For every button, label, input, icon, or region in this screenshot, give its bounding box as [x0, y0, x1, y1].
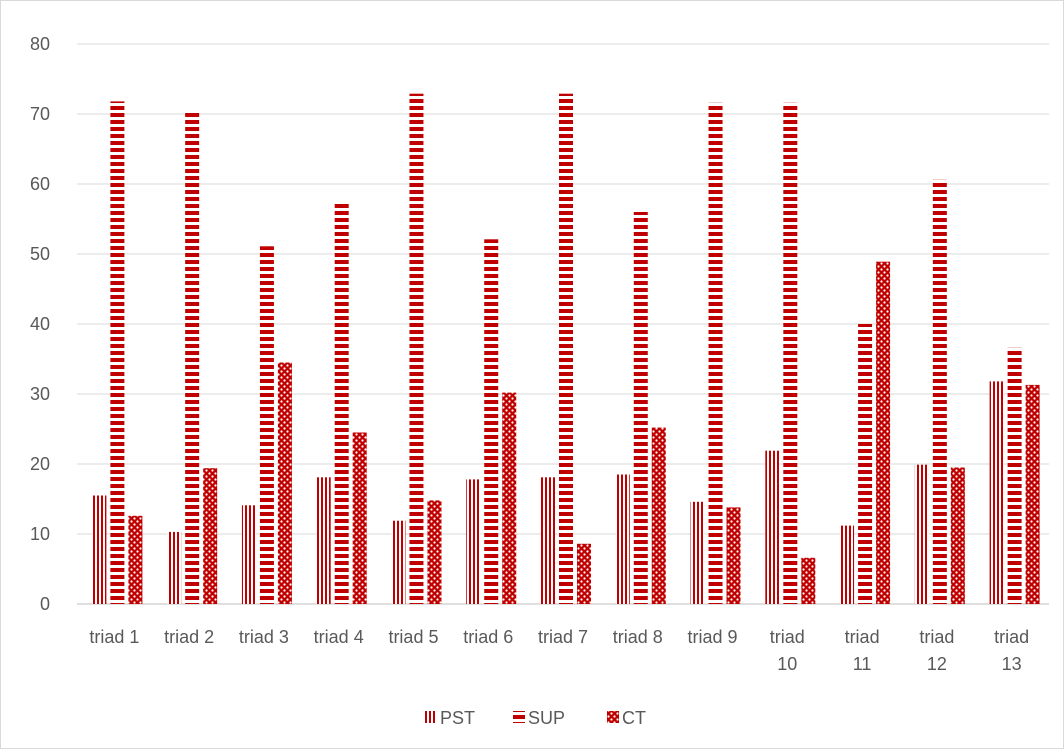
x-tick-label: triad 1	[89, 627, 139, 647]
bar-ct-triad-9	[726, 507, 741, 604]
bar-ct-triad-2	[203, 468, 218, 604]
bar-ct-triad-7	[577, 543, 591, 604]
x-tick-label: triad 13	[994, 627, 1029, 674]
legend-label-sup: SUP	[528, 708, 565, 728]
bar-sup-triad-10	[783, 102, 798, 605]
x-tick-label: triad 5	[388, 627, 438, 647]
legend-swatch-pst	[425, 711, 437, 723]
bar-pst-triad-2	[167, 531, 182, 604]
legend-swatch-ct	[607, 711, 619, 723]
x-tick-label: triad 2	[164, 627, 214, 647]
bar-pst-triad-5	[391, 520, 406, 604]
bar-ct-triad-3	[277, 362, 292, 604]
x-tick-label: triad 10	[770, 627, 805, 674]
bar-sup-triad-8	[633, 212, 648, 604]
bar-ct-triad-8	[651, 427, 666, 604]
y-tick-label: 20	[30, 454, 50, 474]
bar-pst-triad-10	[765, 450, 780, 604]
bar-ct-triad-6	[502, 392, 517, 604]
bar-sup-triad-2	[185, 111, 200, 604]
bar-ct-triad-13	[1025, 384, 1040, 604]
y-tick-label: 70	[30, 104, 50, 124]
x-tick-label: triad 11	[845, 627, 880, 674]
bar-sup-triad-9	[708, 102, 723, 605]
bar-pst-triad-1	[92, 495, 107, 604]
bar-pst-triad-7	[541, 477, 555, 604]
bar-ct-triad-10	[801, 557, 816, 604]
x-tick-label: triad 12	[919, 627, 954, 674]
bar-sup-triad-4	[334, 202, 349, 604]
bar-pst-triad-8	[615, 474, 630, 604]
bar-pst-triad-4	[316, 477, 331, 604]
y-tick-label: 50	[30, 244, 50, 264]
x-tick-label: triad 7	[538, 627, 588, 647]
bar-sup-triad-3	[259, 246, 274, 605]
bar-sup-triad-12	[932, 179, 947, 605]
x-tick-label: triad 3	[239, 627, 289, 647]
bar-pst-triad-12	[914, 464, 929, 604]
bar-sup-triad-6	[484, 239, 499, 605]
bar-sup-triad-11	[858, 324, 873, 604]
legend-label-pst: PST	[440, 708, 475, 728]
bar-ct-triad-12	[950, 467, 965, 604]
y-tick-label: 30	[30, 384, 50, 404]
y-tick-label: 40	[30, 314, 50, 334]
x-tick-label: triad 6	[463, 627, 513, 647]
bar-sup-triad-7	[559, 93, 573, 604]
legend-swatch-sup	[513, 711, 525, 723]
y-tick-label: 10	[30, 524, 50, 544]
bar-ct-triad-11	[876, 261, 891, 604]
bar-pst-triad-13	[989, 381, 1004, 604]
x-tick-label: triad 8	[613, 627, 663, 647]
y-axis-ticks: 0 10 20 30 40 50 60 70 80	[30, 34, 50, 614]
y-tick-label: 0	[40, 594, 50, 614]
y-tick-label: 80	[30, 34, 50, 54]
bar-sup-triad-1	[110, 101, 125, 605]
bar-ct-triad-5	[427, 500, 442, 604]
bar-pst-triad-11	[840, 525, 855, 604]
bar-pst-triad-9	[690, 501, 705, 604]
y-tick-label: 60	[30, 174, 50, 194]
x-axis-ticks: triad 1 triad 2 triad 3 triad 4 triad 5 triad…	[89, 627, 1029, 674]
legend-label-ct: CT	[622, 708, 646, 728]
bar-ct-triad-1	[128, 515, 143, 604]
bar-pst-triad-3	[241, 505, 256, 604]
bar-sup-triad-13	[1007, 347, 1022, 604]
legend: PST SUP CT	[425, 708, 646, 728]
bar-sup-triad-5	[409, 93, 424, 604]
bar-ct-triad-4	[352, 432, 367, 604]
x-tick-label: triad 4	[314, 627, 364, 647]
bar-pst-triad-6	[466, 479, 481, 604]
bars	[92, 93, 1040, 605]
x-tick-label: triad 9	[688, 627, 738, 647]
